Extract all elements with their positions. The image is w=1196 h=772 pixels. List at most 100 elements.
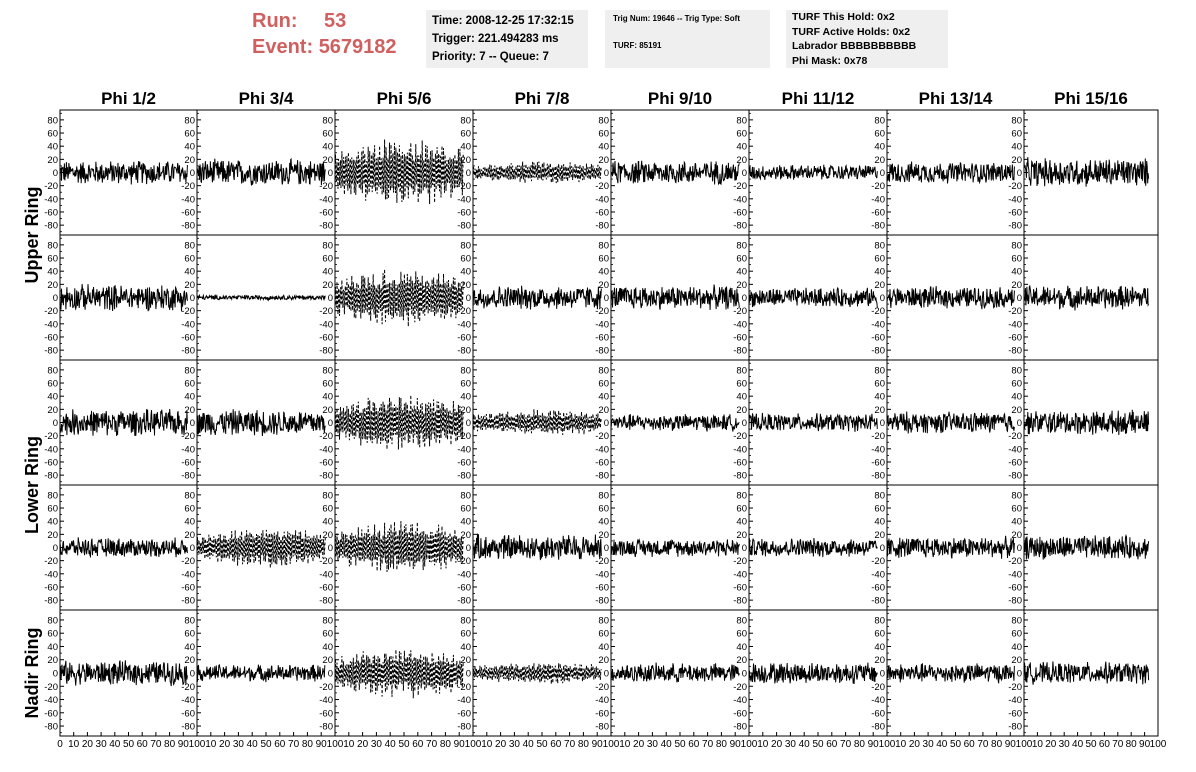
- waveform-trace: [334, 269, 464, 327]
- row-title: Nadir Ring: [22, 627, 42, 718]
- x-tick-label: 10: [1032, 739, 1044, 750]
- y-tick-label: 0: [604, 669, 609, 680]
- y-tick-label: -40: [181, 695, 195, 706]
- y-tick-label: 60: [736, 379, 747, 390]
- y-tick-label: 40: [47, 517, 58, 528]
- x-tick-label: 80: [854, 739, 866, 750]
- turf-info-box: TURF This Hold: 0x2 TURF Active Holds: 0…: [786, 10, 948, 68]
- y-tick-label: 40: [598, 142, 609, 153]
- y-tick-label: 40: [322, 517, 333, 528]
- y-tick-label: 40: [598, 517, 609, 528]
- run-line: Run: 53: [252, 8, 422, 34]
- x-tick-label: 80: [716, 739, 728, 750]
- y-tick-label: -60: [871, 332, 885, 343]
- y-tick-label: -80: [871, 596, 885, 607]
- turf-line: TURF: 85191: [613, 41, 662, 50]
- y-tick-label: -20: [1008, 306, 1022, 317]
- y-tick-label: -20: [1008, 431, 1022, 442]
- y-tick-label: -80: [733, 346, 747, 357]
- x-tick-label: 20: [82, 739, 94, 750]
- y-tick-label: 20: [460, 530, 471, 541]
- column-title: Phi 13/14: [919, 89, 993, 108]
- y-tick-label: 60: [47, 129, 58, 140]
- y-tick-label: -20: [457, 682, 471, 693]
- y-tick-label: 60: [322, 254, 333, 265]
- y-tick-label: -80: [595, 221, 609, 232]
- waveform-trace: [196, 409, 326, 437]
- y-tick-label: 80: [598, 615, 609, 626]
- y-tick-label: 60: [736, 504, 747, 515]
- y-tick-label: -60: [733, 457, 747, 468]
- y-tick-label: 0: [1017, 669, 1022, 680]
- y-tick-label: -60: [457, 708, 471, 719]
- y-tick-label: 60: [1011, 504, 1022, 515]
- y-tick-label: -80: [1008, 221, 1022, 232]
- x-tick-label: 50: [123, 739, 135, 750]
- y-tick-label: -60: [319, 708, 333, 719]
- y-tick-label: -60: [595, 582, 609, 593]
- waveform-trace: [472, 409, 602, 436]
- y-tick-label: -20: [44, 306, 58, 317]
- y-tick-label: -60: [1008, 332, 1022, 343]
- y-tick-label: 20: [184, 405, 195, 416]
- waveform-trace: [472, 161, 602, 184]
- y-tick-label: 0: [742, 669, 747, 680]
- y-tick-label: -40: [595, 569, 609, 580]
- y-tick-label: 20: [460, 655, 471, 666]
- y-tick-label: -80: [44, 596, 58, 607]
- x-tick-label: 50: [812, 739, 824, 750]
- y-tick-label: -80: [319, 596, 333, 607]
- y-tick-label: 0: [53, 168, 58, 179]
- x-tick-label: 60: [550, 739, 562, 750]
- y-tick-label: -20: [457, 306, 471, 317]
- y-tick-label: -60: [457, 457, 471, 468]
- y-tick-label: 80: [874, 240, 885, 251]
- y-tick-label: -40: [181, 194, 195, 205]
- y-tick-label: 60: [184, 629, 195, 640]
- x-tick-label: 60: [412, 739, 424, 750]
- y-tick-label: -60: [733, 582, 747, 593]
- y-tick-label: 80: [598, 115, 609, 126]
- y-tick-label: 0: [466, 168, 471, 179]
- y-tick-label: 80: [47, 365, 58, 376]
- y-tick-label: 60: [598, 129, 609, 140]
- x-tick-label: 90: [178, 739, 190, 750]
- y-tick-label: -20: [457, 181, 471, 192]
- y-tick-label: 20: [1011, 280, 1022, 291]
- y-tick-label: -20: [44, 431, 58, 442]
- waveform-trace: [472, 285, 602, 310]
- y-tick-label: -60: [181, 457, 195, 468]
- y-tick-label: -40: [44, 194, 58, 205]
- y-tick-label: -80: [44, 471, 58, 482]
- y-tick-label: 40: [736, 517, 747, 528]
- y-tick-label: 20: [598, 280, 609, 291]
- y-tick-label: 0: [190, 293, 195, 304]
- y-tick-label: -20: [319, 682, 333, 693]
- y-tick-label: 80: [184, 615, 195, 626]
- waveform-trace: [59, 660, 188, 687]
- y-tick-label: 20: [47, 155, 58, 166]
- waveform-trace: [1023, 284, 1150, 311]
- waveform-trace: [334, 521, 464, 573]
- y-tick-label: -20: [319, 556, 333, 567]
- waveform-trace: [59, 537, 188, 559]
- y-tick-label: 60: [1011, 129, 1022, 140]
- y-tick-label: 80: [874, 365, 885, 376]
- x-tick-label: 40: [385, 739, 397, 750]
- y-tick-label: 0: [190, 669, 195, 680]
- y-tick-label: -20: [44, 682, 58, 693]
- waveform-trace: [748, 662, 878, 685]
- y-tick-label: 20: [598, 405, 609, 416]
- y-tick-label: 40: [184, 142, 195, 153]
- x-tick-label: 20: [909, 739, 921, 750]
- y-tick-label: 40: [1011, 392, 1022, 403]
- x-tick-label: 10: [68, 739, 80, 750]
- y-tick-label: 60: [322, 629, 333, 640]
- y-tick-label: -60: [44, 457, 58, 468]
- y-tick-label: -40: [1008, 569, 1022, 580]
- y-tick-label: 40: [874, 392, 885, 403]
- y-tick-label: -20: [44, 181, 58, 192]
- x-tick-label: 30: [371, 739, 383, 750]
- y-tick-label: -40: [457, 569, 471, 580]
- x-tick-label: 30: [785, 739, 797, 750]
